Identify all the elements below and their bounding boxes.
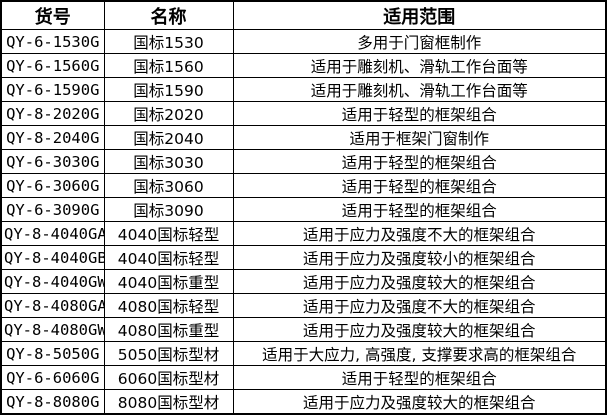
cell-code: QY-8-4040GB	[0, 245, 105, 270]
cell-name: 4040国标重型	[103, 269, 234, 294]
table-row: QY-6-3030G 国标3030 适用于轻型的框架组合	[0, 149, 607, 174]
cell-name: 国标1590	[103, 77, 234, 102]
cell-name: 4040国标轻型	[103, 221, 234, 246]
table-row: QY-6-3060G 国标3060 适用于轻型的框架组合	[0, 173, 607, 198]
table-row: QY-6-3090G 国标3090 适用于轻型的框架组合	[0, 197, 607, 222]
cell-name: 4080国标轻型	[103, 293, 234, 318]
cell-code: QY-8-4080GA	[0, 293, 105, 318]
cell-scope: 适用于大应力, 高强度, 支撑要求高的框架组合	[232, 341, 607, 366]
cell-code: QY-6-3030G	[0, 149, 105, 174]
cell-code: QY-6-6060G	[0, 365, 105, 390]
table-row: QY-6-6060G 6060国标型材 适用于轻型的框架组合	[0, 365, 607, 390]
table-header-row: 货号 名称 适用范围	[0, 0, 607, 30]
cell-scope: 适用于框架门窗制作	[232, 125, 607, 150]
cell-code: QY-8-2020G	[0, 101, 105, 126]
table-row: QY-8-2020G 国标2020 适用于轻型的框架组合	[0, 101, 607, 126]
cell-name: 国标2040	[103, 125, 234, 150]
cell-name: 6060国标型材	[103, 365, 234, 390]
table-row: QY-8-4040GA 4040国标轻型 适用于应力及强度不大的框架组合	[0, 221, 607, 246]
cell-name: 国标2020	[103, 101, 234, 126]
cell-name: 4040国标轻型	[103, 245, 234, 270]
table-row: QY-6-1590G 国标1590 适用于雕刻机、滑轨工作台面等	[0, 77, 607, 102]
table-row: QY-8-4040GW 4040国标重型 适用于应力及强度较大的框架组合	[0, 269, 607, 294]
cell-scope: 适用于轻型的框架组合	[232, 365, 607, 390]
cell-code: QY-6-3060G	[0, 173, 105, 198]
cell-code: QY-8-2040G	[0, 125, 105, 150]
cell-scope: 适用于应力及强度较大的框架组合	[232, 389, 607, 415]
table-row: QY-8-2040G 国标2040 适用于框架门窗制作	[0, 125, 607, 150]
table-row: QY-6-1530G 国标1530 多用于门窗框制作	[0, 29, 607, 54]
cell-scope: 适用于应力及强度较小的框架组合	[232, 245, 607, 270]
cell-code: QY-8-8080G	[0, 389, 105, 415]
cell-name: 国标3090	[103, 197, 234, 222]
cell-scope: 适用于轻型的框架组合	[232, 149, 607, 174]
cell-name: 国标3030	[103, 149, 234, 174]
table-row: QY-8-5050G 5050国标型材 适用于大应力, 高强度, 支撑要求高的框…	[0, 341, 607, 366]
cell-name: 4080国标重型	[103, 317, 234, 342]
cell-code: QY-8-4040GA	[0, 221, 105, 246]
cell-name: 国标1530	[103, 29, 234, 54]
cell-code: QY-6-1530G	[0, 29, 105, 54]
table-row: QY-8-4080GW 4080国标重型 适用于应力及强度较大的框架组合	[0, 317, 607, 342]
cell-scope: 适用于应力及强度不大的框架组合	[232, 293, 607, 318]
cell-scope: 适用于雕刻机、滑轨工作台面等	[232, 77, 607, 102]
cell-code: QY-6-1590G	[0, 77, 105, 102]
cell-name: 国标1560	[103, 53, 234, 78]
column-header-name: 名称	[103, 0, 234, 30]
table-row: QY-8-4040GB 4040国标轻型 适用于应力及强度较小的框架组合	[0, 245, 607, 270]
cell-code: QY-6-3090G	[0, 197, 105, 222]
column-header-code: 货号	[0, 0, 105, 30]
cell-scope: 适用于雕刻机、滑轨工作台面等	[232, 53, 607, 78]
cell-name: 8080国标型材	[103, 389, 234, 415]
table-row: QY-8-8080G 8080国标型材 适用于应力及强度较大的框架组合	[0, 389, 607, 415]
cell-scope: 适用于轻型的框架组合	[232, 197, 607, 222]
column-header-scope: 适用范围	[232, 0, 607, 30]
cell-scope: 适用于轻型的框架组合	[232, 101, 607, 126]
cell-name: 5050国标型材	[103, 341, 234, 366]
cell-scope: 适用于应力及强度不大的框架组合	[232, 221, 607, 246]
cell-code: QY-6-1560G	[0, 53, 105, 78]
cell-scope: 适用于应力及强度较大的框架组合	[232, 317, 607, 342]
cell-code: QY-8-4080GW	[0, 317, 105, 342]
table-row: QY-6-1560G 国标1560 适用于雕刻机、滑轨工作台面等	[0, 53, 607, 78]
cell-scope: 适用于应力及强度较大的框架组合	[232, 269, 607, 294]
cell-code: QY-8-4040GW	[0, 269, 105, 294]
cell-scope: 多用于门窗框制作	[232, 29, 607, 54]
cell-name: 国标3060	[103, 173, 234, 198]
cell-scope: 适用于轻型的框架组合	[232, 173, 607, 198]
table-row: QY-8-4080GA 4080国标轻型 适用于应力及强度不大的框架组合	[0, 293, 607, 318]
cell-code: QY-8-5050G	[0, 341, 105, 366]
